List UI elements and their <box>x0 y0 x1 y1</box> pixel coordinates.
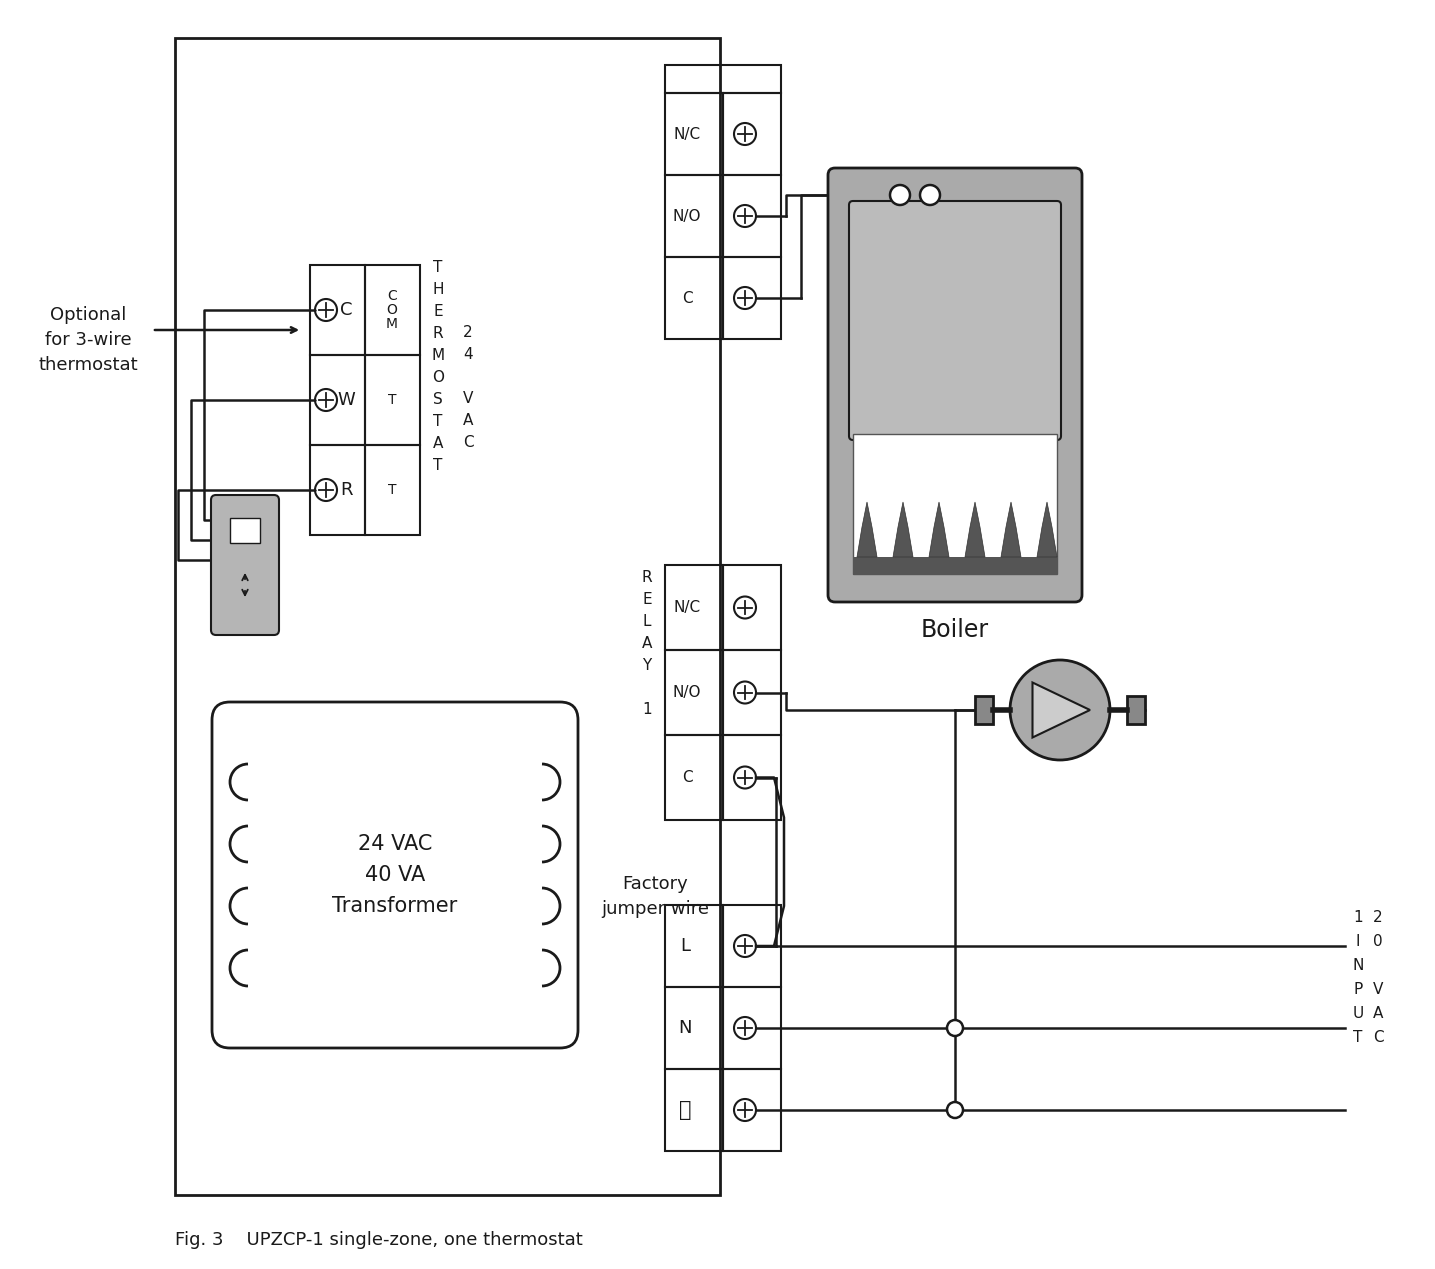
Text: V: V <box>464 391 474 406</box>
Text: Y: Y <box>643 659 651 673</box>
Text: T: T <box>433 458 442 473</box>
Bar <box>723 93 781 175</box>
Bar <box>364 265 420 355</box>
Text: 1: 1 <box>643 702 651 717</box>
Text: V: V <box>1373 982 1383 997</box>
Circle shape <box>1010 660 1111 760</box>
Circle shape <box>920 185 940 206</box>
Bar <box>723 905 781 987</box>
Text: A: A <box>464 412 474 428</box>
Text: W: W <box>337 391 354 409</box>
Bar <box>664 1068 723 1151</box>
Bar <box>664 905 723 987</box>
Text: T: T <box>1353 1030 1363 1044</box>
Bar <box>664 93 723 175</box>
Bar <box>723 565 781 650</box>
Text: A: A <box>641 636 651 651</box>
Text: Fig. 3    UPZCP-1 single-zone, one thermostat: Fig. 3 UPZCP-1 single-zone, one thermost… <box>175 1231 583 1249</box>
Text: A: A <box>433 437 443 450</box>
Bar <box>664 565 723 650</box>
Bar <box>664 987 723 1068</box>
Bar <box>664 735 723 820</box>
Bar <box>723 175 781 258</box>
FancyBboxPatch shape <box>850 201 1060 440</box>
Bar <box>723 987 781 1068</box>
Bar <box>364 445 420 536</box>
Circle shape <box>947 1101 963 1118</box>
Bar <box>1126 695 1145 725</box>
Bar <box>664 175 723 258</box>
Bar <box>852 557 1058 575</box>
Text: N/O: N/O <box>673 208 702 223</box>
FancyBboxPatch shape <box>828 168 1082 602</box>
Text: T: T <box>387 393 396 407</box>
Polygon shape <box>928 503 949 557</box>
Text: C: C <box>682 770 692 786</box>
Bar <box>723 258 781 339</box>
Text: N/C: N/C <box>673 600 700 615</box>
Text: E: E <box>643 593 651 607</box>
Text: 0: 0 <box>1373 934 1383 949</box>
Text: 4: 4 <box>464 346 472 362</box>
Bar <box>364 355 420 445</box>
Text: I: I <box>1356 934 1360 949</box>
Circle shape <box>947 1020 963 1036</box>
Text: Factory
jumper wire: Factory jumper wire <box>601 876 709 917</box>
Text: L: L <box>680 937 690 956</box>
Bar <box>974 695 993 725</box>
Bar <box>310 445 364 536</box>
Text: R: R <box>641 570 653 585</box>
Text: E: E <box>433 305 443 319</box>
Polygon shape <box>893 503 913 557</box>
Text: R: R <box>433 326 443 341</box>
Text: N: N <box>1352 958 1363 973</box>
Text: 2: 2 <box>1373 910 1383 925</box>
Text: Optional
for 3-wire
thermostat: Optional for 3-wire thermostat <box>39 306 138 374</box>
Text: O: O <box>432 371 443 385</box>
Text: S: S <box>433 392 443 407</box>
Text: T: T <box>433 414 442 429</box>
Text: M: M <box>432 348 445 363</box>
Text: A: A <box>1373 1006 1383 1022</box>
Text: C: C <box>340 301 352 319</box>
Bar <box>723 735 781 820</box>
Text: 1: 1 <box>1353 910 1363 925</box>
Polygon shape <box>1002 503 1020 557</box>
Bar <box>723 1068 781 1151</box>
Text: U: U <box>1352 1006 1363 1022</box>
Polygon shape <box>857 503 877 557</box>
Text: N/O: N/O <box>673 685 702 700</box>
Text: R: R <box>340 481 352 499</box>
Polygon shape <box>964 503 984 557</box>
Text: P: P <box>1353 982 1363 997</box>
Text: N: N <box>679 1019 692 1037</box>
Text: C: C <box>462 435 474 450</box>
Text: 2: 2 <box>464 325 472 340</box>
Text: ⏚: ⏚ <box>679 1100 692 1121</box>
Polygon shape <box>1038 503 1058 557</box>
Bar <box>310 355 364 445</box>
FancyBboxPatch shape <box>211 495 278 634</box>
Text: C: C <box>1373 1030 1383 1044</box>
Bar <box>852 434 1058 574</box>
Bar <box>664 65 781 93</box>
Text: L: L <box>643 614 651 629</box>
Polygon shape <box>1033 683 1091 737</box>
Text: C
O
M: C O M <box>386 289 397 331</box>
Bar <box>230 518 260 543</box>
Bar <box>175 38 720 1195</box>
Bar <box>723 650 781 735</box>
Bar <box>310 265 364 355</box>
Bar <box>664 650 723 735</box>
Text: T: T <box>433 260 442 275</box>
Text: 24 VAC
40 VA
Transformer: 24 VAC 40 VA Transformer <box>333 834 458 916</box>
Text: T: T <box>387 483 396 497</box>
Text: Boiler: Boiler <box>921 618 989 642</box>
Bar <box>664 258 723 339</box>
Circle shape <box>890 185 910 206</box>
Text: N/C: N/C <box>673 127 700 142</box>
Text: C: C <box>682 291 692 306</box>
Text: H: H <box>432 282 443 297</box>
